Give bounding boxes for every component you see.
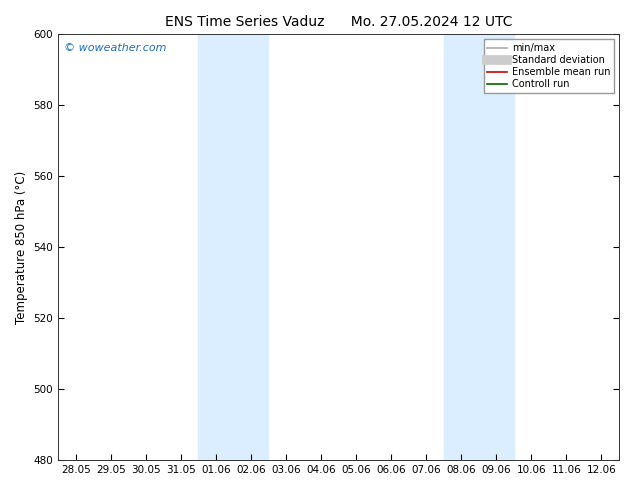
Text: © woweather.com: © woweather.com bbox=[64, 43, 166, 53]
Legend: min/max, Standard deviation, Ensemble mean run, Controll run: min/max, Standard deviation, Ensemble me… bbox=[484, 39, 614, 93]
Bar bbox=[444, 34, 514, 460]
Title: ENS Time Series Vaduz      Mo. 27.05.2024 12 UTC: ENS Time Series Vaduz Mo. 27.05.2024 12 … bbox=[165, 15, 512, 29]
Y-axis label: Temperature 850 hPa (°C): Temperature 850 hPa (°C) bbox=[15, 171, 28, 324]
Bar bbox=[198, 34, 268, 460]
